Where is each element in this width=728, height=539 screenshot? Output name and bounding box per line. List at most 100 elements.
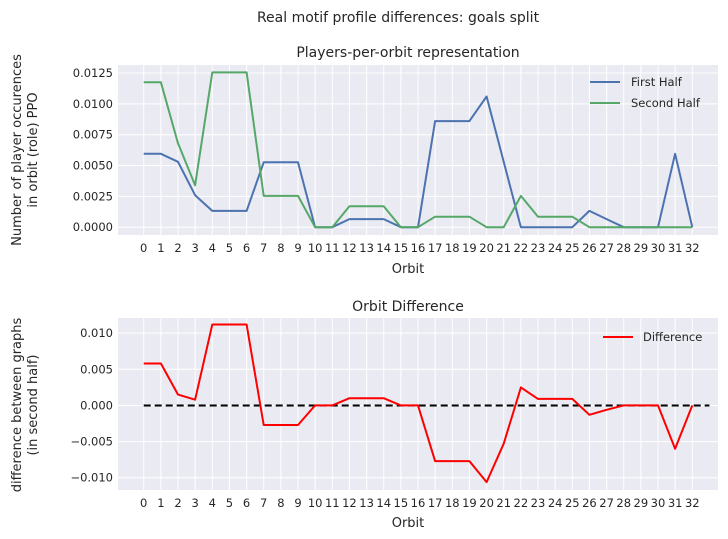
y-tick-label: 0.0000 xyxy=(73,220,113,234)
ppo-y-ticks: 0.0000 0.0025 0.0050 0.0075 0.0100 0.0125 xyxy=(73,66,113,234)
x-tick-label: 21 xyxy=(496,496,511,510)
x-tick-label: 7 xyxy=(260,241,267,255)
y-tick-label: 0.0100 xyxy=(73,97,113,111)
x-tick-label: 2 xyxy=(174,241,181,255)
y-tick-label: 0.0075 xyxy=(73,128,113,142)
x-tick-label: 29 xyxy=(634,241,649,255)
x-tick-label: 17 xyxy=(428,241,443,255)
x-tick-label: 2 xyxy=(174,496,181,510)
x-tick-label: 16 xyxy=(411,241,426,255)
x-tick-label: 13 xyxy=(359,241,374,255)
x-tick-label: 9 xyxy=(294,496,301,510)
x-tick-label: 6 xyxy=(243,496,250,510)
ppo-y-axis-label-line1: Number of player occurences xyxy=(10,54,25,246)
x-tick-label: 26 xyxy=(582,496,597,510)
x-tick-label: 18 xyxy=(445,496,460,510)
ppo-legend: First Half Second Half xyxy=(590,75,701,110)
x-tick-label: 4 xyxy=(209,241,216,255)
x-tick-label: 22 xyxy=(514,496,529,510)
x-tick-label: 28 xyxy=(616,496,631,510)
x-tick-label: 6 xyxy=(243,241,250,255)
x-tick-label: 11 xyxy=(325,496,340,510)
y-tick-label: 0.005 xyxy=(80,362,113,376)
difference-gridlines xyxy=(118,318,718,490)
x-tick-label: 10 xyxy=(308,241,323,255)
x-tick-label: 29 xyxy=(634,496,649,510)
x-tick-label: 31 xyxy=(668,241,683,255)
legend-first-half-label: First Half xyxy=(631,75,683,89)
x-tick-label: 4 xyxy=(209,496,216,510)
y-tick-label: 0.0050 xyxy=(73,159,113,173)
difference-legend: Difference xyxy=(603,330,702,344)
x-tick-label: 1 xyxy=(157,241,164,255)
legend-second-half-label: Second Half xyxy=(631,96,701,110)
x-tick-label: 11 xyxy=(325,241,340,255)
x-tick-label: 18 xyxy=(445,241,460,255)
x-tick-label: 10 xyxy=(308,496,323,510)
difference-chart-panel: Orbit Difference −0.010 −0.005 0.000 0.005 0… xyxy=(10,299,718,531)
x-tick-label: 17 xyxy=(428,496,443,510)
figure-suptitle: Real motif profile differences: goals sp… xyxy=(257,10,540,26)
x-tick-label: 26 xyxy=(582,241,597,255)
ppo-chart-title: Players-per-orbit representation xyxy=(296,45,519,61)
x-tick-label: 28 xyxy=(616,241,631,255)
x-tick-label: 20 xyxy=(479,241,494,255)
x-tick-label: 21 xyxy=(496,241,511,255)
difference-y-ticks: −0.010 −0.005 0.000 0.005 0.010 xyxy=(70,326,113,485)
x-tick-label: 25 xyxy=(565,241,580,255)
y-tick-label: −0.005 xyxy=(70,435,113,449)
x-tick-label: 27 xyxy=(599,241,614,255)
x-tick-label: 12 xyxy=(342,241,357,255)
x-tick-label: 30 xyxy=(651,241,666,255)
difference-x-axis-label: Orbit xyxy=(392,516,425,531)
y-tick-label: −0.010 xyxy=(70,471,113,485)
x-tick-label: 22 xyxy=(514,241,529,255)
legend-difference-label: Difference xyxy=(643,330,702,344)
x-tick-label: 7 xyxy=(260,496,267,510)
x-tick-label: 20 xyxy=(479,496,494,510)
x-tick-label: 1 xyxy=(157,496,164,510)
x-tick-label: 5 xyxy=(226,496,233,510)
x-tick-label: 14 xyxy=(376,496,391,510)
difference-line xyxy=(143,323,694,484)
x-tick-label: 19 xyxy=(462,241,477,255)
x-tick-label: 5 xyxy=(226,241,233,255)
x-tick-label: 13 xyxy=(359,496,374,510)
x-tick-label: 19 xyxy=(462,496,477,510)
x-tick-label: 32 xyxy=(685,496,700,510)
x-tick-label: 0 xyxy=(140,496,147,510)
ppo-chart-panel: Players-per-orbit representation 0.0000 0… xyxy=(10,45,718,277)
x-tick-label: 15 xyxy=(394,496,409,510)
second-half-line xyxy=(143,71,693,229)
ppo-y-axis-label-line2: in orbit (role) PPO xyxy=(26,92,41,207)
x-tick-label: 15 xyxy=(394,241,409,255)
x-tick-label: 24 xyxy=(548,496,563,510)
x-tick-label: 27 xyxy=(599,496,614,510)
difference-chart-title: Orbit Difference xyxy=(352,299,464,315)
ppo-series-lines xyxy=(143,71,694,229)
x-tick-label: 9 xyxy=(294,241,301,255)
x-tick-label: 31 xyxy=(668,496,683,510)
y-tick-label: 0.0125 xyxy=(73,66,113,80)
x-tick-label: 0 xyxy=(140,241,147,255)
x-tick-label: 25 xyxy=(565,496,580,510)
x-tick-label: 16 xyxy=(411,496,426,510)
x-tick-label: 32 xyxy=(685,241,700,255)
x-tick-label: 30 xyxy=(651,496,666,510)
difference-series-lines xyxy=(143,323,710,484)
x-tick-label: 23 xyxy=(531,241,546,255)
x-tick-label: 23 xyxy=(531,496,546,510)
difference-y-axis-label-line1: difference between graphs xyxy=(10,317,25,492)
y-tick-label: 0.010 xyxy=(80,326,113,340)
x-tick-label: 24 xyxy=(548,241,563,255)
x-tick-label: 8 xyxy=(277,241,284,255)
x-tick-label: 14 xyxy=(376,241,391,255)
ppo-x-ticks: 0 1 2 3 4 5 6 7 8 9 10 11 12 13 14 15 16 17 18 19 20 21 22 23 24… xyxy=(140,241,700,255)
y-tick-label: 0.000 xyxy=(80,398,113,412)
ppo-x-axis-label: Orbit xyxy=(392,262,425,277)
x-tick-label: 8 xyxy=(277,496,284,510)
difference-y-axis-label-line2: (in second half) xyxy=(26,354,41,455)
x-tick-label: 3 xyxy=(191,496,198,510)
difference-x-ticks: 0 1 2 3 4 5 6 7 8 9 10 11 12 13 14 15 16 17 18 19 20 21 22 23 24… xyxy=(140,496,700,510)
